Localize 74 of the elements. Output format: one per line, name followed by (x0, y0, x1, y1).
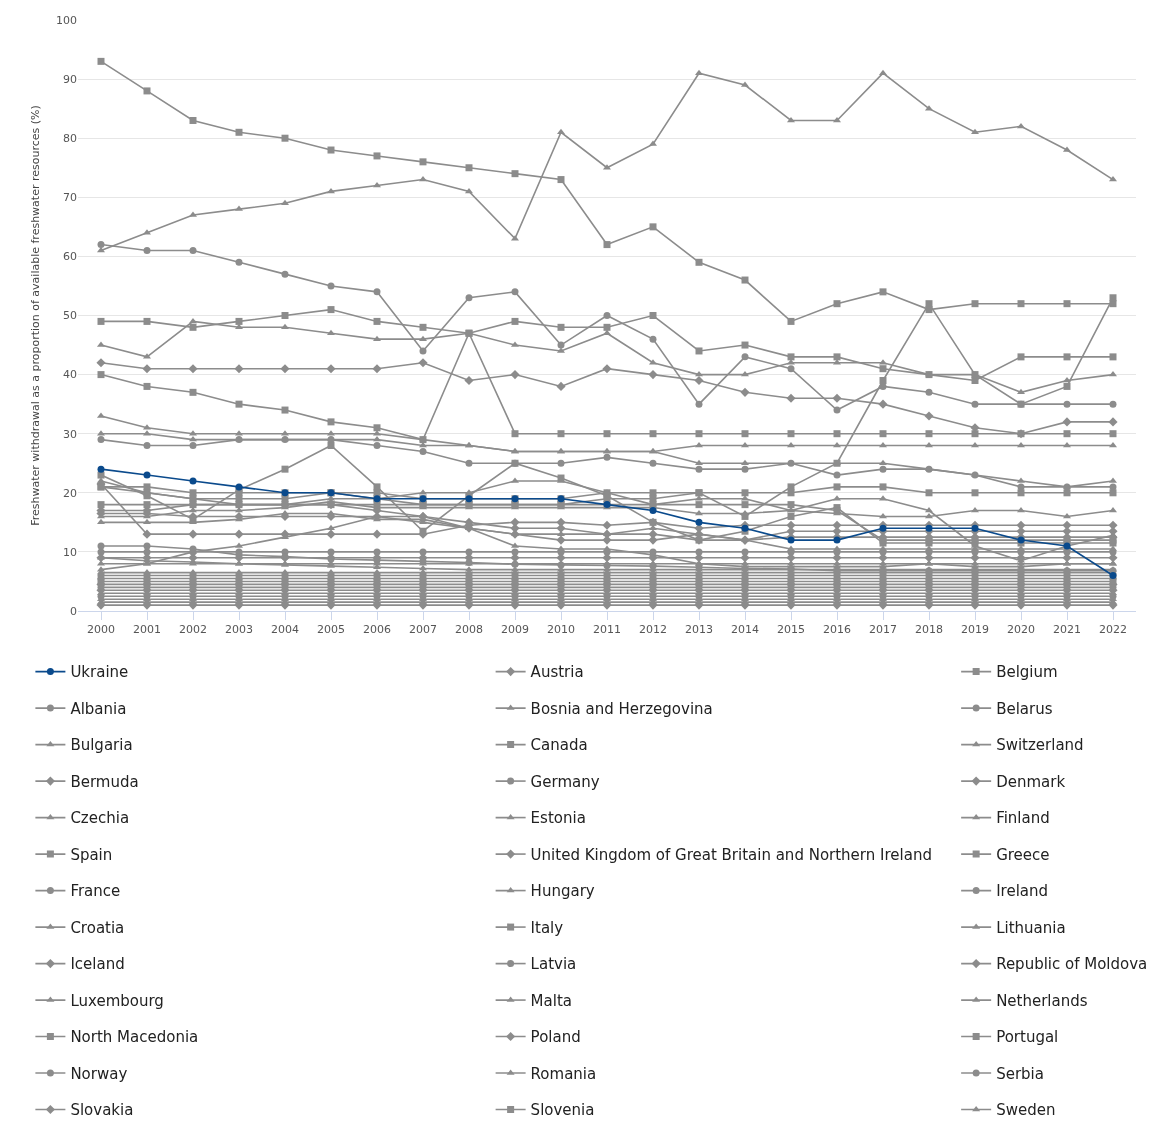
x-tick-label: 2021 (1053, 623, 1081, 637)
legend-label: Lithuania (996, 918, 1066, 937)
legend-label: Ukraine (70, 663, 129, 682)
x-tick-label: 2014 (731, 623, 759, 637)
x-tick-label: 2007 (409, 623, 437, 637)
legend-label: Poland (530, 1028, 581, 1047)
y-tick-label: 20 (63, 486, 77, 500)
x-tick-label: 2002 (179, 623, 207, 637)
legend-label: Italy (530, 918, 564, 937)
legend-label: Malta (530, 991, 572, 1010)
legend-label: Germany (530, 772, 600, 791)
legend-label: Canada (530, 736, 588, 755)
legend-label: Romania (530, 1064, 597, 1083)
x-tick-label: 2012 (639, 623, 667, 637)
legend-label: France (70, 882, 121, 901)
x-tick-label: 2010 (547, 623, 575, 637)
y-tick-label: 40 (63, 368, 77, 382)
legend-label: Finland (996, 809, 1050, 828)
legend-label: Slovakia (70, 1101, 134, 1120)
x-tick-label: 2004 (271, 623, 299, 637)
legend-label: Hungary (530, 882, 595, 901)
legend-label: Serbia (996, 1064, 1044, 1083)
legend-label: Belgium (996, 663, 1058, 682)
y-axis-title: Freshwater withdrawal as a proportion of available freshwater resources (%) (28, 105, 42, 526)
y-tick-label: 100 (56, 13, 77, 27)
legend-label: Switzerland (996, 736, 1084, 755)
legend-label: Austria (530, 663, 584, 682)
legend-label: Republic of Moldova (996, 955, 1148, 974)
x-tick-label: 2001 (133, 623, 161, 637)
legend-label: Portugal (996, 1028, 1059, 1047)
y-tick-label: 80 (63, 132, 77, 146)
legend-label: Spain (70, 845, 113, 864)
x-tick-label: 2022 (1099, 623, 1127, 637)
legend-label: Bulgaria (70, 736, 133, 755)
x-tick-label: 2015 (777, 623, 805, 637)
x-tick-label: 2018 (915, 623, 943, 637)
legend-label: Greece (996, 845, 1050, 864)
legend-label: Iceland (70, 955, 125, 974)
legend-label: Bermuda (70, 772, 139, 791)
x-tick-label: 2003 (225, 623, 253, 637)
x-tick-label: 2019 (961, 623, 989, 637)
legend-label: Estonia (530, 809, 586, 828)
x-tick-label: 2013 (685, 623, 713, 637)
x-tick-label: 2005 (317, 623, 345, 637)
legend-label: Latvia (530, 955, 577, 974)
y-tick-label: 70 (63, 191, 77, 205)
x-tick-label: 2009 (501, 623, 529, 637)
legend-label: Netherlands (996, 991, 1088, 1010)
legend-label: North Macedonia (70, 1028, 199, 1047)
y-tick-label: 0 (70, 604, 77, 618)
legend-label: Bosnia and Herzegovina (530, 699, 713, 718)
y-tick-label: 60 (63, 250, 77, 264)
legend-label: Croatia (70, 918, 125, 937)
y-tick-label: 50 (63, 309, 77, 323)
legend-label: Albania (70, 699, 127, 718)
y-tick-label: 10 (63, 545, 77, 559)
legend-label: United Kingdom of Great Britain and Northern Ireland (530, 845, 932, 864)
y-tick-label: 90 (63, 72, 77, 86)
x-tick-label: 2006 (363, 623, 391, 637)
legend-label: Denmark (996, 772, 1066, 791)
x-tick-label: 2016 (823, 623, 851, 637)
legend-label: Ireland (996, 882, 1049, 901)
legend-label: Czechia (70, 809, 130, 828)
x-tick-label: 2011 (593, 623, 621, 637)
y-tick-label: 30 (63, 427, 77, 441)
legend-label: Slovenia (530, 1101, 595, 1120)
legend-label: Belarus (996, 699, 1053, 718)
x-tick-label: 2008 (455, 623, 483, 637)
legend-label: Norway (70, 1064, 128, 1083)
x-tick-label: 2020 (1007, 623, 1035, 637)
x-tick-label: 2000 (87, 623, 115, 637)
legend-label: Sweden (996, 1101, 1056, 1120)
x-tick-label: 2017 (869, 623, 897, 637)
legend-label: Luxembourg (70, 991, 164, 1010)
